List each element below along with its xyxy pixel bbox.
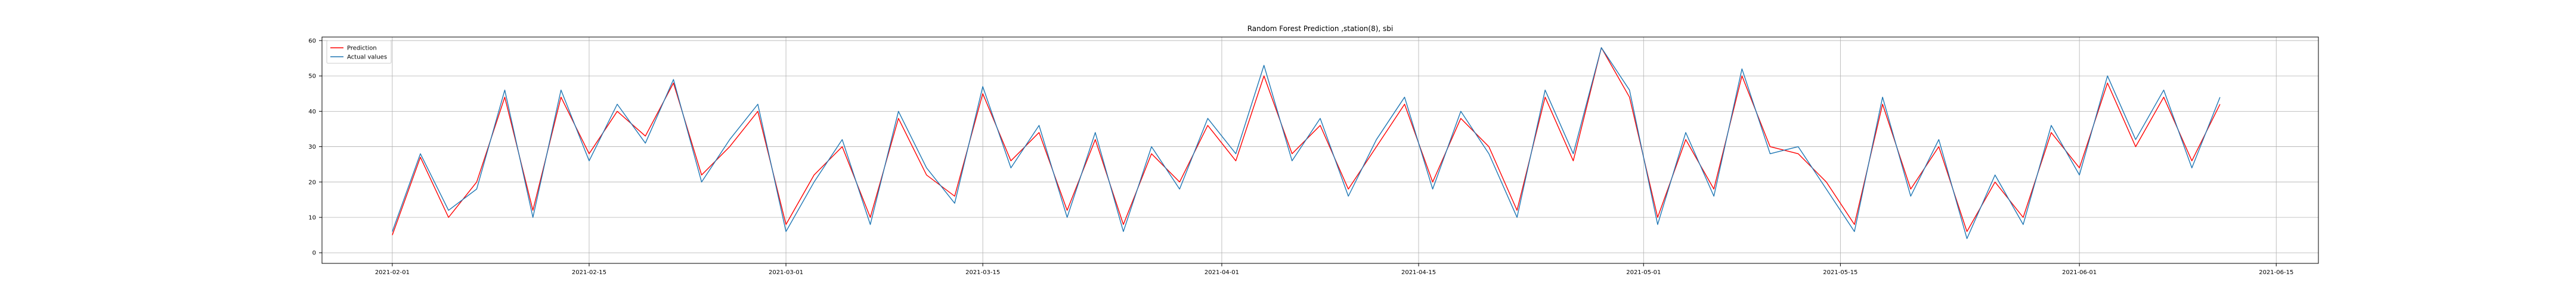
x-tick-label: 2021-02-01 bbox=[375, 269, 410, 276]
x-tick-label: 2021-04-15 bbox=[1401, 269, 1436, 276]
grid bbox=[322, 37, 2318, 263]
y-axis: 0 10 20 30 40 50 60 bbox=[308, 38, 322, 257]
y-tick-label: 20 bbox=[308, 179, 316, 186]
x-tick-label: 2021-03-15 bbox=[965, 269, 1000, 276]
legend: Prediction Actual values bbox=[326, 40, 392, 64]
plot-area-frame bbox=[321, 36, 2319, 264]
x-tick-label: 2021-06-15 bbox=[2259, 269, 2293, 276]
y-tick-label: 10 bbox=[308, 215, 316, 222]
x-tick-label: 2021-02-15 bbox=[572, 269, 606, 276]
y-tick-label: 40 bbox=[308, 109, 316, 115]
x-tick-label: 2021-03-01 bbox=[769, 269, 803, 276]
chart-title: Random Forest Prediction ,station(8), sb… bbox=[1247, 24, 1394, 33]
y-tick-label: 50 bbox=[308, 73, 316, 80]
x-tick-label: 2021-05-15 bbox=[1823, 269, 1857, 276]
y-tick-label: 0 bbox=[312, 250, 316, 257]
legend-label: Prediction bbox=[347, 45, 377, 52]
x-axis: 2021-02-01 2021-02-15 2021-03-01 2021-03-15… bbox=[375, 263, 2293, 276]
y-tick-label: 30 bbox=[308, 144, 316, 150]
x-tick-label: 2021-05-01 bbox=[1626, 269, 1661, 276]
legend-label: Actual values bbox=[347, 54, 387, 61]
actual-values-line bbox=[392, 47, 2221, 239]
y-tick-label: 60 bbox=[308, 38, 316, 44]
series-layer bbox=[392, 47, 2221, 239]
x-tick-label: 2021-04-01 bbox=[1205, 269, 1239, 276]
x-tick-label: 2021-06-01 bbox=[2062, 269, 2097, 276]
legend-box bbox=[326, 40, 392, 64]
